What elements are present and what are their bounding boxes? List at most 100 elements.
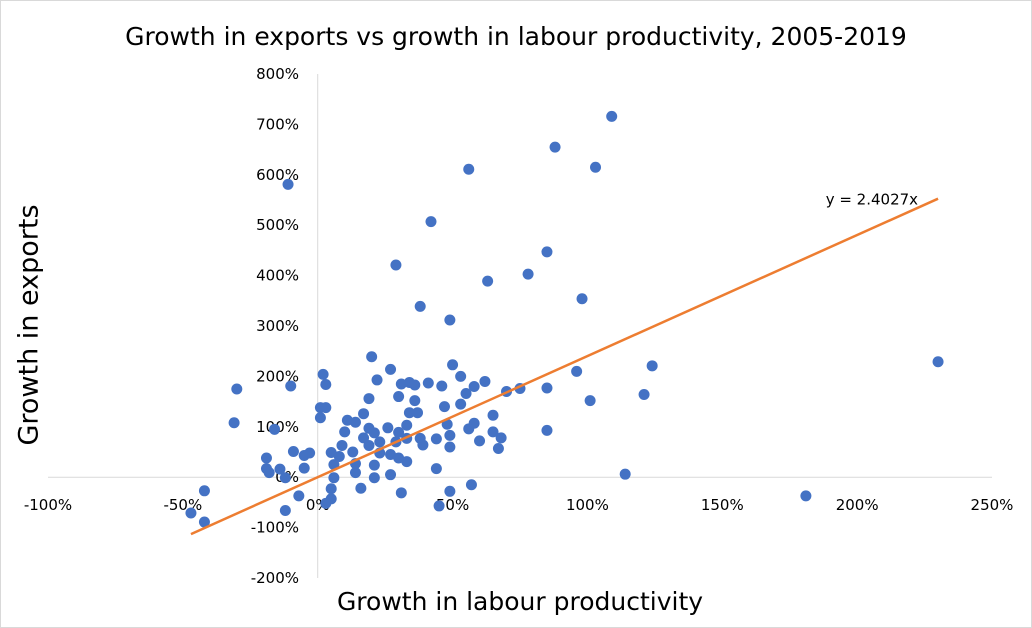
data-point [328, 472, 340, 484]
data-point [279, 504, 291, 516]
data-points [185, 110, 944, 528]
data-point [314, 412, 326, 424]
data-point [549, 141, 561, 153]
data-point [374, 436, 386, 448]
data-point [638, 389, 650, 401]
chart-title: Growth in exports vs growth in labour pr… [125, 22, 907, 51]
data-point [646, 360, 658, 372]
y-tick-label: -100% [251, 519, 299, 537]
data-point [422, 377, 434, 389]
data-point [298, 462, 310, 474]
trendline [190, 197, 939, 536]
data-point [385, 469, 397, 481]
data-point [385, 363, 397, 375]
data-point [282, 178, 294, 190]
data-point [430, 463, 442, 475]
data-point [185, 507, 197, 519]
data-point [287, 445, 299, 457]
data-point [479, 375, 491, 387]
data-point [363, 439, 375, 451]
data-point [409, 395, 421, 407]
y-tick-label: 300% [256, 317, 299, 335]
data-point [393, 426, 405, 438]
data-point [349, 467, 361, 479]
x-tick-label: 100% [566, 496, 609, 514]
data-point [430, 433, 442, 445]
data-point [198, 485, 210, 497]
data-point [444, 441, 456, 453]
data-point [522, 268, 534, 280]
data-point [320, 497, 332, 509]
data-point [541, 424, 553, 436]
x-tick-label: 200% [836, 496, 879, 514]
data-point [333, 451, 345, 463]
data-point [444, 485, 456, 497]
data-point [368, 472, 380, 484]
data-point [393, 391, 405, 403]
data-point [800, 490, 812, 502]
data-point [293, 490, 305, 502]
data-point [274, 463, 286, 475]
y-tick-label: 800% [256, 65, 299, 83]
data-point [576, 293, 588, 305]
y-tick-label: -200% [251, 569, 299, 587]
data-point [584, 395, 596, 407]
data-point [395, 487, 407, 499]
data-point [465, 479, 477, 491]
data-point [492, 442, 504, 454]
data-point [438, 401, 450, 413]
data-point [390, 259, 402, 271]
y-tick-label: 200% [256, 367, 299, 385]
data-point [198, 516, 210, 528]
y-tick-label: 700% [256, 115, 299, 133]
data-point [263, 467, 275, 479]
data-point [932, 356, 944, 368]
data-point [363, 393, 375, 405]
data-point [368, 427, 380, 439]
data-point [231, 383, 243, 395]
x-tick-label: 250% [971, 496, 1014, 514]
y-tick-label: 400% [256, 267, 299, 285]
y-tick-labels: -200%-100%0%100%200%300%400%500%600%700%… [251, 65, 299, 587]
data-point [417, 439, 429, 451]
data-point [336, 439, 348, 451]
data-point [455, 370, 467, 382]
data-point [269, 423, 281, 435]
data-point [444, 429, 456, 441]
data-point [401, 456, 413, 468]
data-point [606, 110, 618, 122]
data-point [317, 368, 329, 380]
data-point [355, 482, 367, 494]
data-point [414, 300, 426, 312]
data-point [279, 472, 291, 484]
data-point [371, 374, 383, 386]
trendline-equation: y = 2.4027x [826, 191, 918, 209]
data-point [571, 365, 583, 377]
data-point [463, 423, 475, 435]
data-point [382, 422, 394, 434]
data-point [590, 161, 602, 173]
data-point [455, 398, 467, 410]
data-point [487, 426, 499, 438]
data-point [495, 432, 507, 444]
data-point [298, 450, 310, 462]
data-point [320, 378, 332, 390]
data-point [541, 246, 553, 258]
data-point [436, 380, 448, 392]
data-point [260, 452, 272, 464]
data-point [401, 419, 413, 431]
data-point [412, 407, 424, 419]
x-tick-label: -50% [163, 496, 202, 514]
x-tick-label: 50% [436, 496, 469, 514]
data-point [425, 216, 437, 228]
data-point [444, 314, 456, 326]
data-point [447, 359, 459, 371]
y-tick-label: 600% [256, 166, 299, 184]
data-point [541, 382, 553, 394]
data-point [468, 380, 480, 392]
data-point [460, 388, 472, 400]
data-point [366, 351, 378, 363]
data-point [487, 409, 499, 421]
